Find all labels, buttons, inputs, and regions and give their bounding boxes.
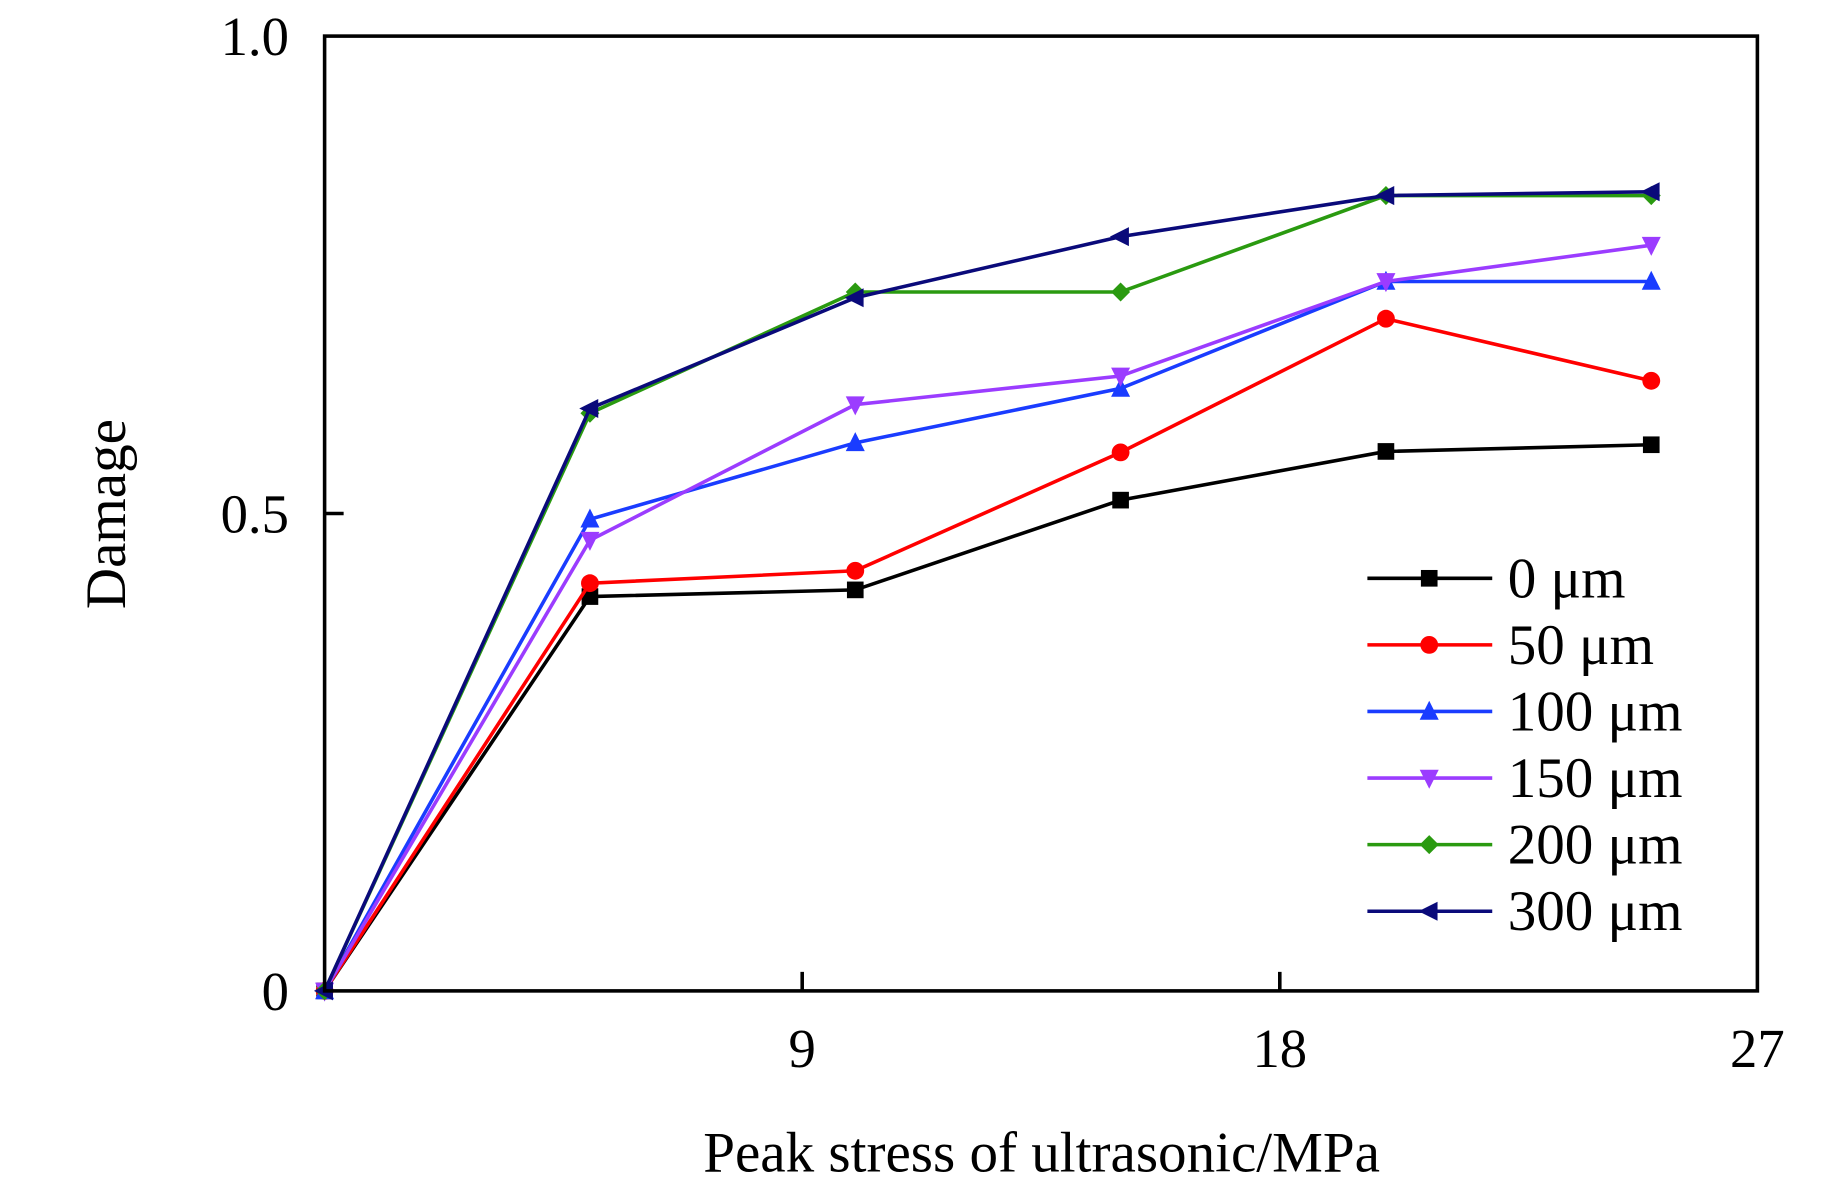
legend-label: 200 μm (1508, 814, 1683, 877)
series-layer (313, 182, 1661, 1002)
y-axis-label: Damage (75, 419, 138, 609)
data-point (1640, 182, 1660, 202)
data-point (1109, 227, 1129, 247)
series-2 (315, 270, 1661, 1000)
x-tick-label: 27 (1730, 1018, 1785, 1079)
data-point (1111, 443, 1130, 462)
legend-marker (1420, 569, 1438, 587)
legend-marker (1420, 635, 1439, 654)
legend-item: 150 μm (1367, 747, 1683, 810)
legend-label: 300 μm (1508, 880, 1683, 943)
data-point (1111, 282, 1131, 302)
legend-marker (1419, 835, 1439, 855)
legend-item: 50 μm (1367, 614, 1654, 677)
y-tick-label: 0 (262, 961, 289, 1022)
legend-item: 100 μm (1367, 680, 1683, 743)
legend-item: 200 μm (1367, 814, 1683, 877)
data-point (1641, 236, 1661, 256)
data-point (581, 574, 599, 593)
series-1 (315, 309, 1661, 1000)
legend-label: 100 μm (1508, 680, 1683, 743)
y-tick-label: 0.5 (221, 484, 289, 545)
ticks-layer: 9 18 27 0 0.5 1.0 (221, 6, 1785, 1079)
series-line (323, 279, 1652, 992)
series-4 (315, 186, 1661, 1001)
data-point (580, 531, 600, 551)
series-line (323, 243, 1652, 992)
legend-item: 0 μm (1367, 547, 1625, 610)
data-point (1112, 491, 1129, 509)
data-point (1641, 270, 1661, 290)
series-line (322, 193, 1652, 992)
legend-item: 300 μm (1367, 880, 1683, 943)
data-point (844, 288, 864, 308)
legend-label: 0 μm (1508, 547, 1626, 610)
data-point (1375, 186, 1395, 206)
data-point (1111, 367, 1131, 387)
series-line (322, 189, 1652, 992)
data-point (846, 581, 864, 599)
series-line (323, 316, 1652, 992)
y-tick-label: 1.0 (221, 6, 289, 67)
data-point (1376, 273, 1396, 293)
data-point (845, 432, 865, 452)
legend-label: 150 μm (1508, 747, 1683, 810)
data-point (579, 398, 599, 418)
legend-marker (1419, 700, 1439, 720)
series-0 (316, 436, 1660, 1000)
data-point (1377, 309, 1395, 328)
legend-label: 50 μm (1508, 614, 1654, 677)
data-point (1642, 436, 1660, 454)
series-3 (315, 236, 1661, 1002)
legend-marker (1418, 901, 1438, 921)
data-point (846, 561, 865, 580)
data-point (1377, 443, 1395, 460)
series-line (323, 442, 1652, 992)
x-tick-label: 18 (1252, 1018, 1307, 1079)
x-tick-label: 9 (789, 1018, 816, 1079)
legend-marker (1419, 769, 1439, 789)
data-point (580, 508, 600, 528)
data-point (1111, 377, 1131, 397)
data-point (845, 396, 865, 416)
series-5 (313, 182, 1660, 1001)
data-point (1642, 371, 1661, 390)
x-axis-label: Peak stress of ultrasonic/MPa (703, 1122, 1380, 1178)
